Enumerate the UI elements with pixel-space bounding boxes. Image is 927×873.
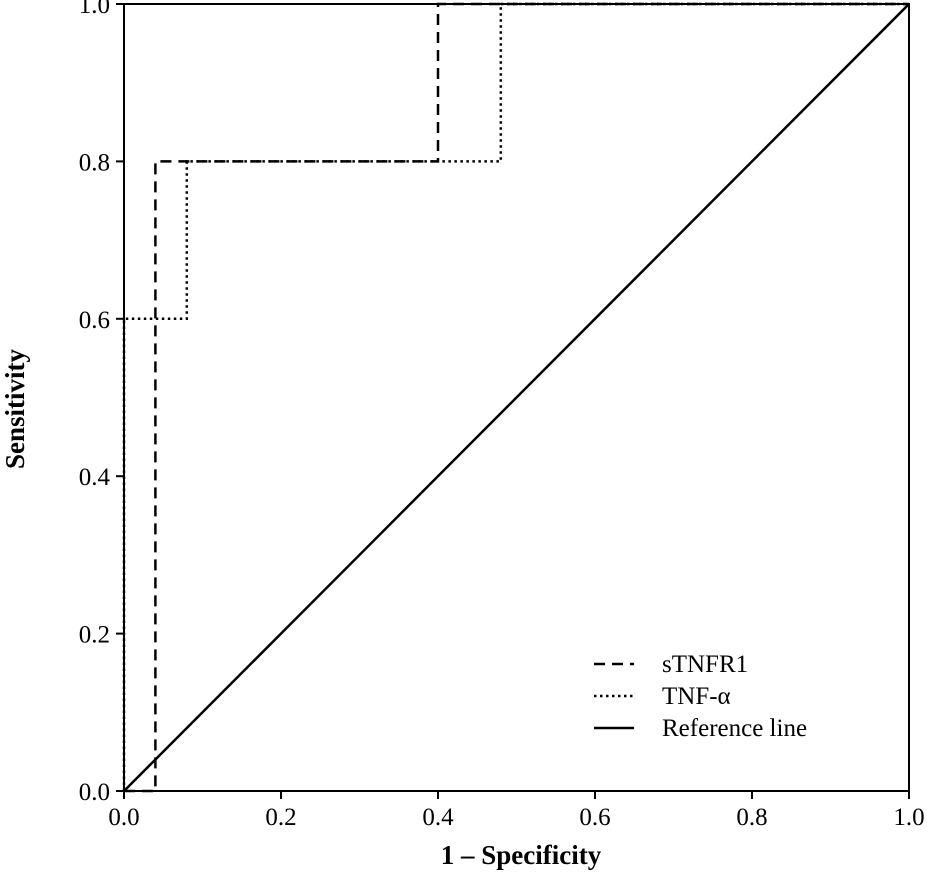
x-tick-label: 0.2 <box>265 804 296 831</box>
y-tick-label: 1.0 <box>79 0 110 19</box>
series-line-1 <box>122 2 909 791</box>
y-axis: 0.0 0.2 0.4 0.6 0.8 1.0 <box>79 0 124 806</box>
y-tick-label: 0.4 <box>79 464 111 491</box>
y-axis-title: Sensitivity <box>0 348 30 469</box>
x-tick-label: 0.6 <box>579 804 610 831</box>
series-line-0 <box>124 2 909 793</box>
y-tick-label: 0.8 <box>79 149 110 176</box>
x-tick-label: 1.0 <box>893 804 924 831</box>
y-tick-label: 0.0 <box>79 779 110 806</box>
x-axis: 0.0 0.2 0.4 0.6 0.8 1.0 <box>108 791 925 831</box>
x-axis-title: 1 – Specificity <box>441 840 602 870</box>
x-tick-label: 0.8 <box>736 804 767 831</box>
legend: sTNFR1 TNF-α Reference line <box>594 651 807 742</box>
legend-label-0: sTNFR1 <box>662 651 748 678</box>
x-tick-label: 0.0 <box>108 804 139 831</box>
y-tick-label: 0.2 <box>79 622 110 649</box>
plot-area <box>122 2 910 793</box>
x-tick-label: 0.4 <box>422 804 454 831</box>
legend-label-1: TNF-α <box>662 683 731 710</box>
y-tick-label: 0.6 <box>79 307 110 334</box>
series-line-2 <box>123 3 910 792</box>
legend-label-2: Reference line <box>662 715 807 742</box>
